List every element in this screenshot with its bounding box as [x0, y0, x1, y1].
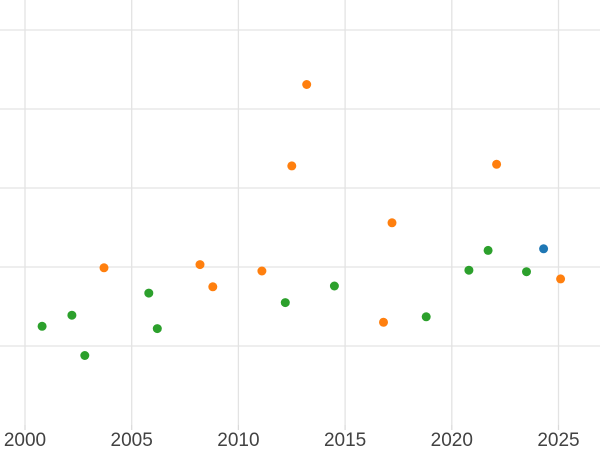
- data-point-green-series: [37, 321, 47, 331]
- data-point-orange-series: [257, 266, 267, 276]
- data-point-orange-series: [302, 80, 312, 89]
- x-tick-label: 2025: [537, 430, 579, 450]
- x-tick-label: 2000: [4, 430, 46, 450]
- data-point-green-series: [67, 310, 77, 320]
- data-point-orange-series: [195, 260, 205, 270]
- data-point-green-series: [152, 324, 162, 334]
- data-point-green-series: [483, 245, 493, 255]
- data-point-green-series: [522, 267, 531, 277]
- data-point-green-series: [280, 298, 290, 308]
- data-point-orange-series: [387, 218, 397, 228]
- data-point-green-series: [421, 312, 431, 322]
- x-tick-label: 2010: [217, 430, 259, 450]
- data-point-blue-series: [539, 244, 549, 254]
- data-point-green-series: [80, 351, 90, 360]
- data-point-green-series: [464, 265, 474, 275]
- x-tick-label: 2015: [324, 430, 366, 450]
- data-point-orange-series: [287, 161, 297, 171]
- data-point-green-series: [144, 288, 154, 298]
- data-point-orange-series: [492, 159, 502, 169]
- data-point-orange-series: [556, 274, 566, 284]
- data-point-orange-series: [99, 263, 109, 273]
- x-tick-label: 2020: [431, 430, 473, 450]
- x-tick-label: 2005: [111, 430, 153, 450]
- data-point-orange-series: [379, 317, 388, 327]
- data-point-green-series: [329, 281, 339, 291]
- data-point-orange-series: [208, 282, 218, 292]
